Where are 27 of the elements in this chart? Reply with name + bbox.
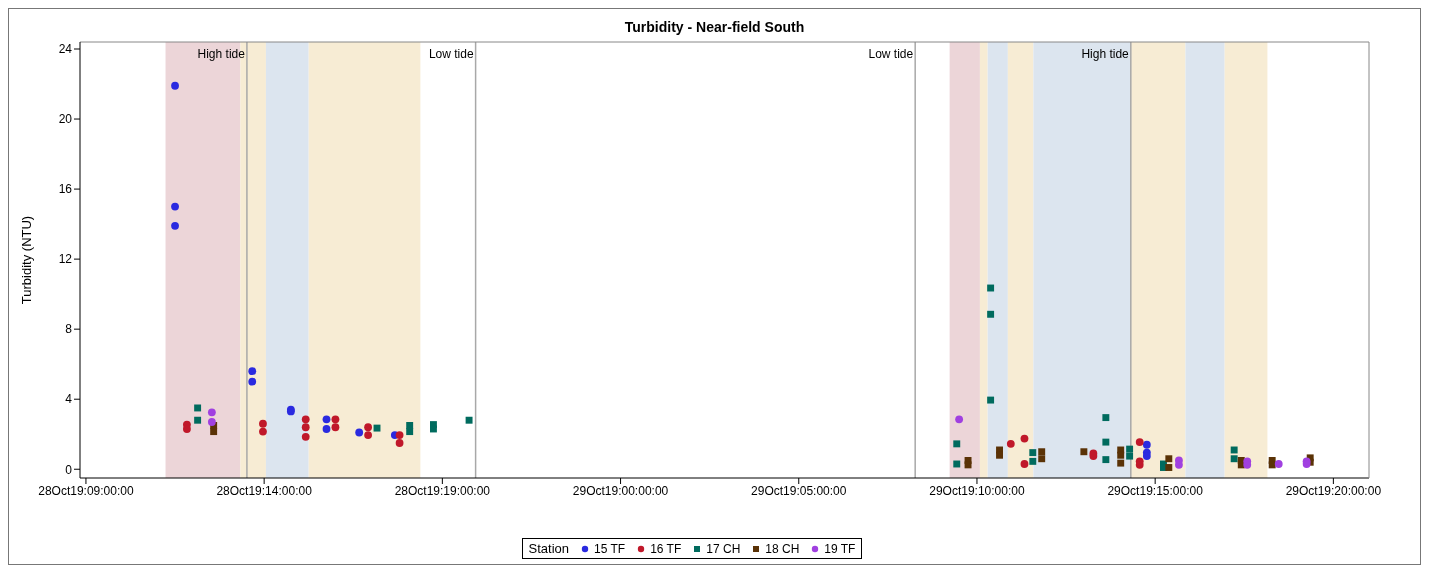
x-tick-label: 29Oct19:15:00:00 bbox=[1107, 483, 1204, 498]
x-tick-label: 29Oct19:20:00:00 bbox=[1285, 483, 1382, 498]
y-tick-label: 24 bbox=[58, 42, 73, 57]
y-axis-title: Turbidity (NTU) bbox=[18, 215, 34, 305]
x-tick-label: 29Oct19:05:00:00 bbox=[751, 483, 847, 498]
y-tick-label: 16 bbox=[58, 182, 73, 197]
legend-title: Station bbox=[528, 541, 570, 556]
legend-label: 16 TF bbox=[649, 541, 682, 556]
y-tick-label: 8 bbox=[65, 322, 73, 337]
y-tick-label: 0 bbox=[65, 462, 73, 477]
x-tick-label: 28Oct19:19:00:00 bbox=[394, 483, 491, 498]
ref-line-label: High tide bbox=[197, 47, 246, 61]
x-tick-label: 28Oct19:09:00:00 bbox=[38, 483, 134, 498]
y-tick-label: 4 bbox=[65, 392, 73, 407]
ref-line-label: Low tide bbox=[868, 47, 914, 61]
y-tick-label: 20 bbox=[58, 112, 73, 127]
x-tick-label: 29Oct19:10:00:00 bbox=[929, 483, 1025, 498]
chart-title: Turbidity - Near-field South bbox=[623, 19, 806, 37]
ref-line-label: High tide bbox=[1081, 47, 1130, 61]
y-tick-label: 12 bbox=[58, 252, 73, 267]
x-tick-label: 28Oct19:14:00:00 bbox=[216, 483, 313, 498]
legend-label: 19 TF bbox=[823, 541, 856, 556]
legend-label: 18 CH bbox=[764, 541, 800, 556]
ref-line-label: Low tide bbox=[428, 47, 474, 61]
legend-label: 15 TF bbox=[593, 541, 626, 556]
legend-label: 17 CH bbox=[705, 541, 741, 556]
x-tick-label: 29Oct19:00:00:00 bbox=[572, 483, 669, 498]
